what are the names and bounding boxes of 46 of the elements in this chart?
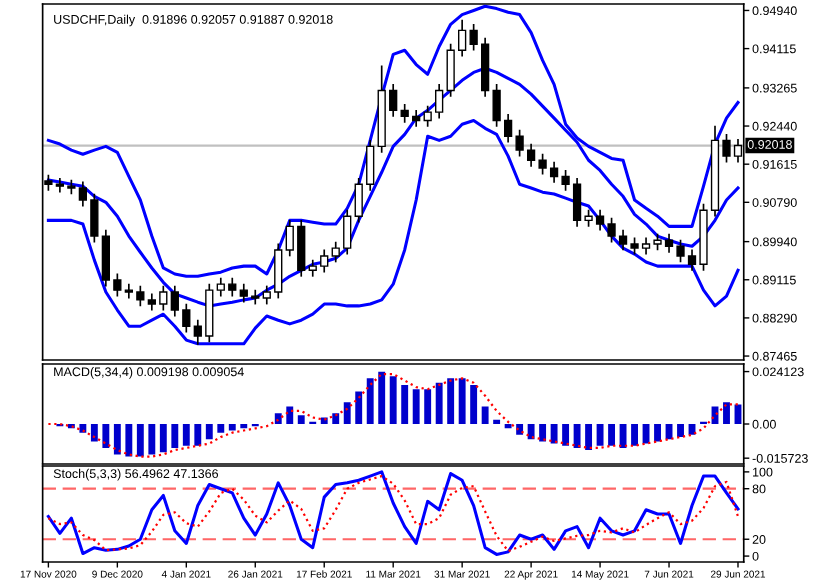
bar xyxy=(125,424,133,457)
bar xyxy=(366,378,374,425)
bar xyxy=(148,424,156,455)
bar xyxy=(297,415,305,425)
bar xyxy=(171,424,179,448)
bar xyxy=(343,402,351,425)
bar xyxy=(677,424,684,438)
bar xyxy=(136,424,144,457)
bar xyxy=(539,424,547,442)
bar xyxy=(596,424,604,446)
bar xyxy=(435,382,443,425)
bar xyxy=(527,424,535,440)
bar xyxy=(481,406,489,425)
bar xyxy=(608,424,616,446)
line-series xyxy=(46,118,740,346)
bar xyxy=(723,402,730,425)
bar xyxy=(562,424,570,446)
bar xyxy=(194,424,202,446)
bar xyxy=(113,424,121,455)
bar xyxy=(332,413,340,425)
bar xyxy=(355,391,363,425)
bar xyxy=(90,424,98,442)
bar xyxy=(493,419,501,425)
bar xyxy=(573,424,581,448)
bar xyxy=(424,389,432,425)
bar xyxy=(228,424,236,431)
bar xyxy=(102,424,110,448)
bar xyxy=(286,406,294,425)
bar xyxy=(458,378,466,425)
bar xyxy=(585,424,593,451)
bar xyxy=(205,424,213,440)
bar xyxy=(654,424,661,442)
bar xyxy=(550,424,558,444)
bar xyxy=(619,424,627,448)
bar xyxy=(447,378,455,425)
bar xyxy=(79,424,87,433)
bar xyxy=(182,424,190,446)
bar xyxy=(159,424,167,453)
bar xyxy=(470,384,478,425)
bar xyxy=(631,424,638,446)
bar xyxy=(412,389,420,425)
bar xyxy=(378,371,386,425)
bar xyxy=(401,384,409,425)
bar xyxy=(274,413,282,425)
bar xyxy=(217,424,225,433)
bar xyxy=(389,376,397,425)
